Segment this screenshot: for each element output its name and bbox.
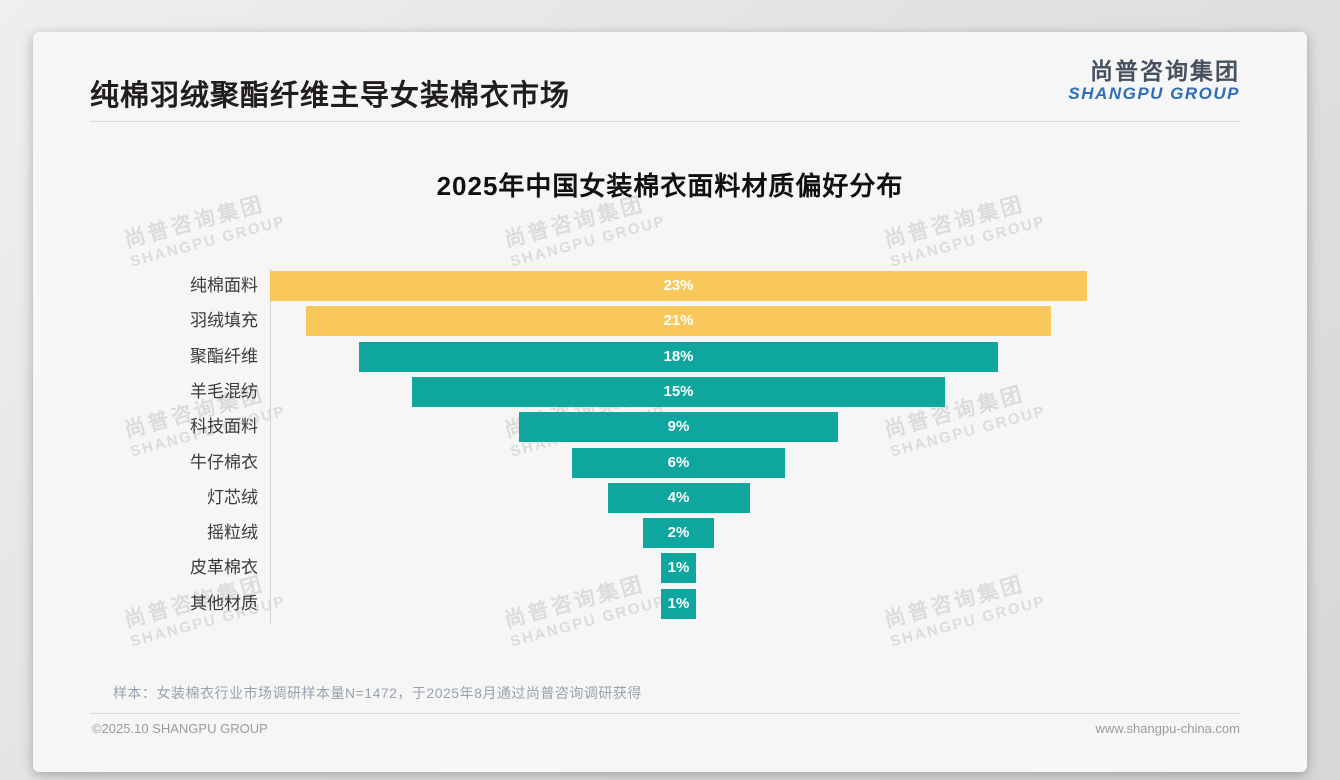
bar-segment: 21% bbox=[305, 306, 1052, 337]
bar-segment: 18% bbox=[359, 341, 998, 372]
logo-english-text: SHANGPU GROUP bbox=[1068, 84, 1240, 104]
category-label: 聚酯纤维 bbox=[190, 346, 258, 366]
category-label: 灯芯绒 bbox=[207, 487, 258, 507]
footer-copyright: ©2025.10 SHANGPU GROUP bbox=[92, 721, 268, 736]
category-label: 羊毛混纺 bbox=[190, 381, 258, 401]
company-logo: 尚普咨询集团 SHANGPU GROUP bbox=[1068, 58, 1240, 104]
category-label: 羽绒填充 bbox=[190, 311, 258, 331]
chart-title: 2025年中国女装棉衣面料材质偏好分布 bbox=[436, 171, 904, 201]
page-title: 纯棉羽绒聚酯纤维主导女装棉衣市场 bbox=[90, 80, 571, 112]
logo-chinese-text: 尚普咨询集团 bbox=[1090, 58, 1240, 84]
sample-footnote: 样本：女装棉衣行业市场调研样本量N=1472，于2025年8月通过尚普咨询调研获… bbox=[113, 685, 642, 701]
bar-segment: 1% bbox=[660, 588, 697, 619]
footer-website: www.shangpu-china.com bbox=[1095, 721, 1240, 736]
category-label: 其他材质 bbox=[190, 593, 258, 613]
bar-segment: 9% bbox=[518, 412, 839, 443]
bar-segment: 23% bbox=[270, 271, 1087, 301]
bar-segment: 15% bbox=[412, 376, 945, 407]
bar-segment: 2% bbox=[643, 518, 714, 549]
header-divider bbox=[90, 121, 1240, 122]
category-label: 科技面料 bbox=[190, 417, 258, 437]
footer-divider bbox=[90, 713, 1240, 714]
category-label: 摇粒绒 bbox=[207, 523, 258, 543]
bar-segment: 6% bbox=[572, 447, 785, 478]
funnel-bar-chart: 纯棉面料 23% 羽绒填充 21% 聚酯纤维 18% 羊毛混纺 15% 科技面料 9% 牛仔棉衣 6%… bbox=[33, 32, 1307, 772]
slide-card: 尚普咨询集团 SHANGPU GROUP 尚普咨询集团 SHANGPU GROUP 尚普… bbox=[33, 32, 1307, 772]
category-label: 纯棉面料 bbox=[190, 276, 258, 295]
category-label: 皮革棉衣 bbox=[190, 558, 258, 578]
bar-segment: 4% bbox=[607, 482, 750, 513]
y-axis-line bbox=[270, 268, 271, 624]
category-label: 牛仔棉衣 bbox=[190, 452, 258, 472]
bar-segment: 1% bbox=[660, 553, 697, 584]
